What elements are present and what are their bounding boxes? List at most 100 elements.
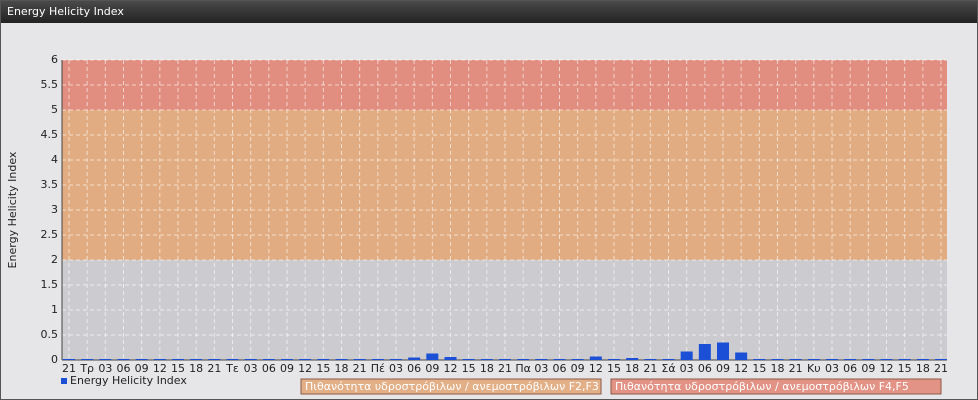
bar xyxy=(262,359,275,360)
bar xyxy=(317,359,330,360)
x-tick-label: Τε xyxy=(225,362,239,375)
bar xyxy=(462,359,475,360)
x-tick-label: 15 xyxy=(316,362,330,375)
bar xyxy=(589,356,602,360)
bar xyxy=(844,359,857,360)
x-tick-label: 12 xyxy=(734,362,748,375)
bar xyxy=(717,342,729,360)
x-tick-label: 03 xyxy=(825,362,839,375)
bar xyxy=(662,359,675,360)
bar xyxy=(99,359,112,360)
bar xyxy=(281,359,293,360)
bar xyxy=(208,359,221,360)
bar xyxy=(535,359,548,360)
x-tick-label: 09 xyxy=(280,362,294,375)
bar xyxy=(553,359,566,360)
x-tick-label: 06 xyxy=(553,362,567,375)
x-tick-label: 18 xyxy=(625,362,639,375)
legend-label: Energy Helicity Index xyxy=(70,374,187,387)
bar xyxy=(898,359,911,360)
y-tick-label: 5.5 xyxy=(41,78,59,91)
bar xyxy=(408,357,421,360)
x-tick-label: 03 xyxy=(389,362,403,375)
bar xyxy=(698,344,711,360)
bar xyxy=(571,359,584,360)
legend-band-label: Πιθανότητα υδροστρόβιλων / ανεμοστρόβιλω… xyxy=(305,380,599,393)
y-tick-label: 1.5 xyxy=(41,278,59,291)
y-tick-label: 2 xyxy=(51,253,58,266)
bar xyxy=(753,359,766,360)
bar xyxy=(807,359,820,360)
x-tick-label: Κυ xyxy=(807,362,821,375)
x-tick-label: 18 xyxy=(771,362,785,375)
x-tick-label: 09 xyxy=(571,362,585,375)
bar xyxy=(63,359,75,360)
x-tick-label: 15 xyxy=(898,362,912,375)
x-tick-label: 12 xyxy=(880,362,894,375)
bar xyxy=(680,351,693,360)
bar xyxy=(499,359,511,360)
x-tick-label: 03 xyxy=(244,362,258,375)
bar xyxy=(371,359,384,360)
bar xyxy=(153,359,166,360)
bar xyxy=(390,359,402,360)
x-tick-label: 18 xyxy=(335,362,349,375)
y-axis-label: Energy Helicity Index xyxy=(6,151,19,268)
bar xyxy=(789,359,802,360)
x-tick-label: 15 xyxy=(462,362,476,375)
bar xyxy=(735,352,748,360)
bar xyxy=(244,359,257,360)
x-tick-label: 15 xyxy=(752,362,766,375)
y-tick-label: 6 xyxy=(51,53,58,66)
x-tick-label: 21 xyxy=(62,362,76,375)
x-tick-label: 09 xyxy=(716,362,730,375)
bar xyxy=(916,359,929,360)
chart: 0 0.5 1 1.5 2 2.5 3 3.5 4 4.5 5 5.5 6 Energy Helicity… xyxy=(6,53,948,395)
bar xyxy=(480,359,493,360)
bar xyxy=(190,359,203,360)
x-tick-label: 09 xyxy=(135,362,149,375)
x-tick-label: 21 xyxy=(643,362,657,375)
y-tick-label: 0 xyxy=(51,353,58,366)
title-bar: Energy Helicity Index xyxy=(1,1,977,23)
bar xyxy=(826,359,838,360)
x-tick-label: 06 xyxy=(843,362,857,375)
x-tick-label: 12 xyxy=(589,362,603,375)
x-tick-label: 09 xyxy=(861,362,875,375)
legend-band xyxy=(610,378,942,395)
bar xyxy=(81,359,94,360)
x-tick-label: Πα xyxy=(515,362,531,375)
bar xyxy=(226,359,239,360)
y-tick-label: 0.5 xyxy=(41,328,59,341)
x-tick-label: 21 xyxy=(934,362,948,375)
bar xyxy=(644,359,657,360)
x-tick-label: Τρ xyxy=(79,362,94,375)
bar xyxy=(117,359,130,360)
x-tick-label: 12 xyxy=(444,362,458,375)
legend-swatch xyxy=(61,378,67,384)
x-tick-label: 21 xyxy=(789,362,803,375)
y-tick-label: 4.5 xyxy=(41,128,59,141)
bar xyxy=(135,359,148,360)
x-tick-label: 18 xyxy=(916,362,930,375)
x-tick-label: 18 xyxy=(189,362,203,375)
y-tick-label: 2.5 xyxy=(41,228,59,241)
bar xyxy=(608,359,620,360)
y-tick-label: 4 xyxy=(51,153,58,166)
legend-band-label: Πιθανότητα υδροστρόβιλων / ανεμοστρόβιλω… xyxy=(615,380,909,393)
bar xyxy=(862,359,875,360)
y-tick-label: 5 xyxy=(51,103,58,116)
x-tick-label: 03 xyxy=(534,362,548,375)
bar xyxy=(335,359,348,360)
x-tick-label: 12 xyxy=(298,362,312,375)
x-tick-label: 15 xyxy=(171,362,185,375)
x-tick-label: 12 xyxy=(153,362,167,375)
legend-band xyxy=(300,378,602,395)
x-tick-label: 06 xyxy=(407,362,421,375)
bar xyxy=(299,359,312,360)
bar xyxy=(626,358,639,360)
x-tick-label: 06 xyxy=(698,362,712,375)
bar xyxy=(771,359,784,360)
x-tick-label: 21 xyxy=(207,362,221,375)
